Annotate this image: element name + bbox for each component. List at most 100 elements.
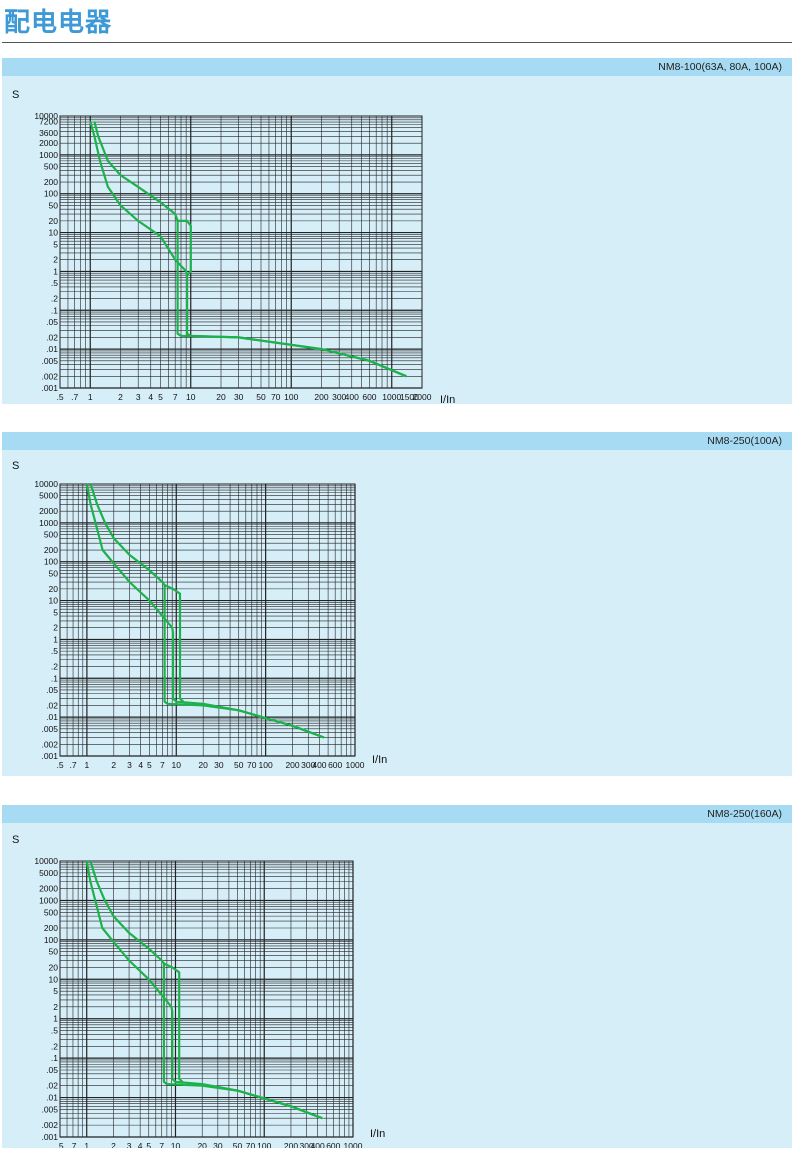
x-tick-label: 5 bbox=[158, 392, 163, 402]
y-tick-label: 5 bbox=[53, 607, 58, 617]
y-tick-label: 500 bbox=[44, 162, 58, 172]
y-tick-label: .1 bbox=[51, 1053, 58, 1063]
x-tick-label: 200 bbox=[285, 760, 299, 770]
y-tick-label: 10 bbox=[49, 228, 59, 238]
x-tick-label: 400 bbox=[345, 392, 359, 402]
x-axis-label: I/In bbox=[370, 1128, 385, 1140]
plot-frame bbox=[59, 860, 354, 1138]
x-tick-label: 30 bbox=[213, 1141, 223, 1148]
x-tick-label: 30 bbox=[234, 392, 244, 402]
y-tick-label: 20 bbox=[49, 584, 59, 594]
x-tick-label: 3 bbox=[127, 760, 132, 770]
x-tick-label: 7 bbox=[160, 760, 165, 770]
y-tick-label: .05 bbox=[46, 1065, 58, 1075]
y-tick-label: .2 bbox=[51, 662, 58, 672]
x-tick-label: 1000 bbox=[382, 392, 401, 402]
y-tick-label: 2000 bbox=[39, 506, 58, 516]
y-tick-label: .005 bbox=[41, 356, 58, 366]
x-tick-label: 1 bbox=[84, 1141, 89, 1148]
plot-frame bbox=[59, 115, 423, 389]
y-tick-label: 20 bbox=[49, 216, 59, 226]
y-tick-label: .2 bbox=[51, 294, 58, 304]
x-tick-label: 10 bbox=[186, 392, 196, 402]
trip-curve-series-3 bbox=[163, 962, 184, 1083]
x-tick-label: 200 bbox=[314, 392, 328, 402]
x-tick-label: .5 bbox=[56, 760, 63, 770]
trip-curve-series-3 bbox=[177, 219, 192, 276]
x-tick-label: 100 bbox=[259, 760, 273, 770]
y-tick-label: 100 bbox=[44, 557, 58, 567]
x-tick-label: 200 bbox=[284, 1141, 298, 1148]
x-tick-label: 20 bbox=[198, 760, 208, 770]
x-tick-label: .7 bbox=[69, 1141, 76, 1148]
y-tick-label: 2000 bbox=[39, 884, 58, 894]
chart-panel-3: NM8-250(160A) 10000 5000 2000 1000 500 200 100… bbox=[2, 805, 792, 1148]
grid bbox=[59, 484, 356, 757]
y-tick-label: 10000 bbox=[34, 856, 58, 866]
x-tick-label: 4 bbox=[138, 760, 143, 770]
chart-title: NM8-250(160A) bbox=[2, 805, 792, 823]
x-tick-label: 300 bbox=[301, 760, 315, 770]
y-tick-label: 1 bbox=[53, 266, 58, 276]
y-tick-label: .001 bbox=[41, 383, 58, 393]
x-tick-label: 70 bbox=[246, 1141, 256, 1148]
y-axis-label: S bbox=[12, 460, 19, 472]
x-tick-label: 20 bbox=[197, 1141, 207, 1148]
y-tick-label: .1 bbox=[51, 305, 58, 315]
x-tick-label: .5 bbox=[56, 392, 63, 402]
y-tick-label: 1 bbox=[53, 634, 58, 644]
x-tick-label: 20 bbox=[216, 392, 226, 402]
y-tick-label: 1000 bbox=[39, 895, 58, 905]
chart-panel-2: NM8-250(100A) 10000 5000 2000 1000 500 200 100… bbox=[2, 432, 792, 776]
x-tick-label: 300 bbox=[332, 392, 346, 402]
chart-title: NM8-100(63A, 80A, 100A) bbox=[2, 58, 792, 76]
x-tick-label: 10 bbox=[172, 760, 182, 770]
y-tick-label: 2000 bbox=[39, 138, 58, 148]
x-tick-label: 100 bbox=[257, 1141, 271, 1148]
x-tick-label: 600 bbox=[326, 1141, 340, 1148]
x-tick-label: 400 bbox=[311, 1141, 325, 1148]
y-tick-label: .1 bbox=[51, 673, 58, 683]
y-tick-label: 50 bbox=[49, 200, 59, 210]
y-tick-label: .5 bbox=[51, 646, 58, 656]
y-tick-label: .002 bbox=[41, 739, 58, 749]
y-tick-label: 2 bbox=[53, 255, 58, 265]
y-tick-label: .02 bbox=[46, 332, 58, 342]
x-tick-label: 5 bbox=[147, 760, 152, 770]
chart-panel-1: NM8-100(63A, 80A, 100A) 10000 7200 3600 200… bbox=[2, 58, 792, 404]
y-tick-label: .02 bbox=[46, 1081, 58, 1091]
trip-curve-chart-3: 10000500020001000500200100502010521.5.2.… bbox=[12, 834, 385, 1148]
y-tick-label: 2 bbox=[53, 623, 58, 633]
y-tick-label: 100 bbox=[44, 189, 58, 199]
x-tick-label: 7 bbox=[173, 392, 178, 402]
grid bbox=[59, 116, 423, 389]
x-tick-label: 400 bbox=[312, 760, 326, 770]
y-tick-label: .01 bbox=[46, 344, 58, 354]
x-tick-label: 10 bbox=[171, 1141, 181, 1148]
y-tick-label: 1 bbox=[53, 1014, 58, 1024]
y-tick-label: 100 bbox=[44, 935, 58, 945]
y-tick-label: .02 bbox=[46, 700, 58, 710]
chart-title: NM8-250(100A) bbox=[2, 432, 792, 450]
y-tick-label: 200 bbox=[44, 177, 58, 187]
y-tick-label: 5000 bbox=[39, 491, 58, 501]
y-tick-label: .005 bbox=[41, 724, 58, 734]
y-tick-label: .001 bbox=[41, 1132, 58, 1142]
y-tick-label: 10000 bbox=[34, 111, 58, 121]
plot-frame bbox=[59, 483, 356, 757]
y-tick-label: .5 bbox=[51, 278, 58, 288]
x-axis-label: I/In bbox=[440, 394, 455, 404]
y-tick-label: .05 bbox=[46, 317, 58, 327]
x-tick-label: 600 bbox=[362, 392, 376, 402]
x-tick-label: 1 bbox=[88, 392, 93, 402]
x-tick-label: 50 bbox=[233, 1141, 243, 1148]
y-tick-label: 50 bbox=[49, 568, 59, 578]
y-tick-label: .01 bbox=[46, 1093, 58, 1103]
y-axis-label: S bbox=[12, 834, 19, 846]
x-tick-label: 100 bbox=[284, 392, 298, 402]
y-tick-label: .05 bbox=[46, 685, 58, 695]
x-tick-label: 2000 bbox=[413, 392, 432, 402]
x-tick-label: 50 bbox=[234, 760, 244, 770]
x-tick-label: .5 bbox=[56, 1141, 63, 1148]
x-tick-label: 1 bbox=[85, 760, 90, 770]
